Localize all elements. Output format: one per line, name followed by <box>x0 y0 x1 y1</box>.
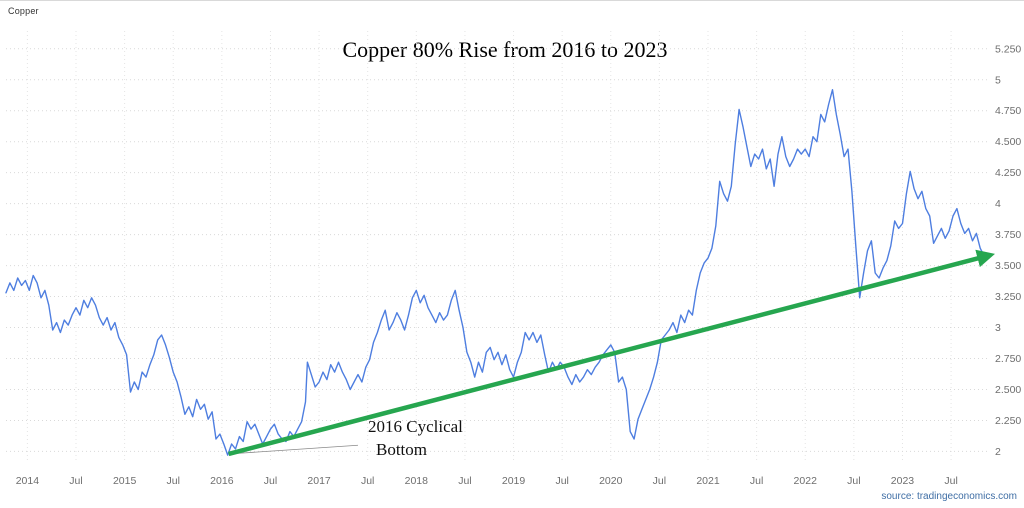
y-tick-label: 2.250 <box>995 415 1021 427</box>
y-tick-label: 2.750 <box>995 353 1021 365</box>
y-tick-label: 2.500 <box>995 384 1021 396</box>
y-tick-label: 3.500 <box>995 260 1021 272</box>
x-tick-label: Jul <box>69 475 82 487</box>
x-tick-label: Jul <box>458 475 471 487</box>
x-tick-label: Jul <box>264 475 277 487</box>
trend-arrow <box>228 249 995 457</box>
x-tick-label: Jul <box>944 475 957 487</box>
y-tick-label: 3.750 <box>995 229 1021 241</box>
instrument-label: Copper <box>8 6 39 16</box>
y-tick-label: 3.250 <box>995 291 1021 303</box>
x-tick-label: Jul <box>847 475 860 487</box>
source-credit: source: tradingeconomics.com <box>881 491 1017 502</box>
x-tick-label: 2016 <box>210 475 234 487</box>
annotation-2016-bottom: 2016 Cyclical Bottom <box>368 415 463 461</box>
x-tick-label: 2015 <box>113 475 137 487</box>
x-tick-label: 2017 <box>307 475 331 487</box>
y-tick-label: 4.250 <box>995 167 1021 179</box>
annotation-leader-line <box>229 444 359 455</box>
annotation-line2: Bottom <box>376 440 428 459</box>
annotation-line1: 2016 Cyclical <box>368 417 463 436</box>
x-tick-label: 2019 <box>502 475 526 487</box>
x-tick-label: 2020 <box>599 475 623 487</box>
x-tick-label: 2014 <box>16 475 40 487</box>
x-tick-label: 2023 <box>891 475 915 487</box>
y-tick-label: 4 <box>995 198 1001 210</box>
y-tick-label: 5 <box>995 74 1001 86</box>
chart-title: Copper 80% Rise from 2016 to 2023 <box>342 37 668 62</box>
y-tick-label: 5.250 <box>995 43 1021 55</box>
x-tick-label: Jul <box>750 475 763 487</box>
x-tick-label: Jul <box>361 475 374 487</box>
price-line <box>5 88 985 456</box>
x-tick-label: Jul <box>653 475 666 487</box>
y-tick-label: 4.750 <box>995 105 1021 117</box>
x-tick-label: 2022 <box>794 475 818 487</box>
x-tick-label: 2021 <box>696 475 720 487</box>
y-tick-label: 4.500 <box>995 136 1021 148</box>
y-tick-label: 2 <box>995 446 1001 458</box>
x-tick-label: Jul <box>555 475 568 487</box>
y-tick-label: 3 <box>995 322 1001 334</box>
x-tick-label: Jul <box>167 475 180 487</box>
x-tick-label: 2018 <box>405 475 429 487</box>
